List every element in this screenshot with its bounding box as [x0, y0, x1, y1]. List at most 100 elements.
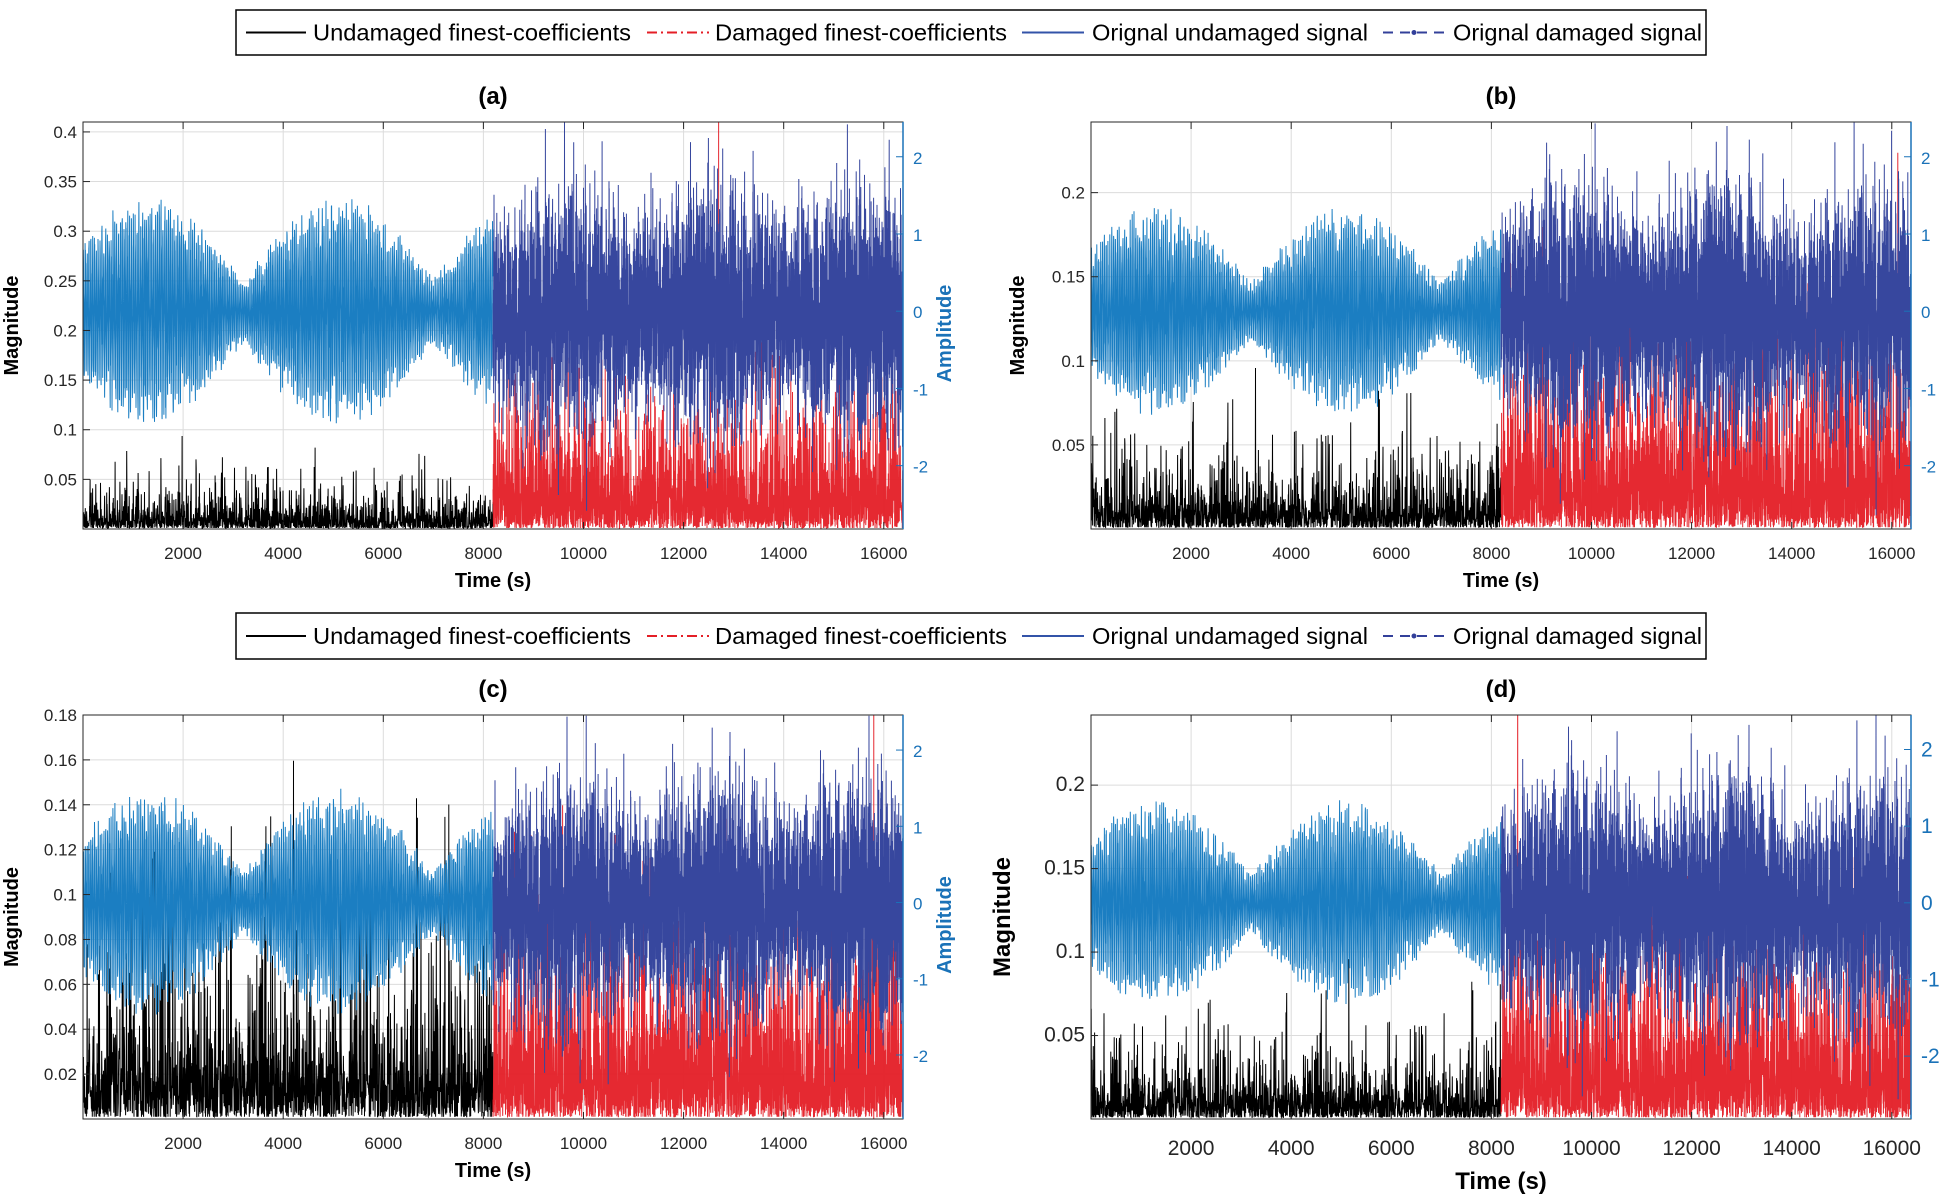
x-tick-label: 10000 — [1568, 544, 1615, 563]
legend: Undamaged finest-coefficients Damaged fin… — [235, 612, 1707, 660]
y2-axis-label: Amplitude — [934, 876, 956, 974]
x-axis-label: Time (s) — [455, 1160, 531, 1182]
y2-tick-label: -2 — [1921, 1045, 1940, 1068]
legend-box — [235, 612, 1707, 660]
x-tick-label: 6000 — [1372, 544, 1410, 563]
y-tick-label: 0.04 — [44, 1020, 77, 1039]
series-undamaged-signal — [1091, 208, 1502, 415]
legend-label-1: Undamaged finest-coefficients — [313, 623, 631, 649]
y-tick-label: 0.1 — [53, 421, 77, 440]
legend-label-3: Orignal undamaged signal — [1092, 20, 1368, 46]
y-tick-label: 0.18 — [44, 706, 77, 725]
y-axis-label: Magnitude — [989, 857, 1016, 977]
y2-tick-label: 0 — [1921, 892, 1933, 915]
series-damaged-signal — [1500, 122, 1911, 516]
legend-label-2: Damaged finest-coefficients — [715, 20, 1007, 46]
y-tick-label: 0.2 — [53, 321, 77, 340]
y-tick-label: 0.15 — [1052, 268, 1085, 287]
y-tick-label: 0.02 — [44, 1065, 77, 1084]
y-tick-label: 0.1 — [1056, 940, 1085, 963]
legend: Undamaged finest-coefficients Damaged fin… — [235, 9, 1707, 56]
x-tick-label: 2000 — [164, 544, 202, 563]
panel-a: 2000 4000 6000 8000 10000 12000 14000 16000 0.05… — [1, 83, 956, 592]
y2-tick-label: -1 — [1921, 968, 1940, 991]
x-tick-label: 14000 — [760, 1134, 807, 1153]
x-tick-label: 12000 — [1662, 1137, 1720, 1160]
x-tick-label: 16000 — [860, 1134, 907, 1153]
y2-tick-label: 2 — [1921, 149, 1930, 168]
legend-label-1: Undamaged finest-coefficients — [313, 20, 631, 46]
series-undamaged-signal — [83, 788, 494, 1015]
series-group — [1091, 122, 1911, 529]
series-damaged-coefficients — [1500, 715, 1911, 1119]
x-tick-label: 10000 — [560, 544, 607, 563]
x-tick-label: 6000 — [364, 544, 402, 563]
x-tick-label: 10000 — [1562, 1137, 1620, 1160]
y2-tick-label: 0 — [913, 895, 922, 914]
y-tick-label: 0.15 — [1044, 857, 1085, 880]
y-tick-label: 0.05 — [44, 470, 77, 489]
y2-tick-label: -2 — [1921, 458, 1936, 477]
x-tick-label: 14000 — [1762, 1137, 1820, 1160]
y-axis-label: Magnitude — [1, 867, 23, 967]
x-tick-label: 12000 — [660, 544, 707, 563]
y2-tick-label: 0 — [913, 303, 922, 322]
y-tick-label: 0.06 — [44, 975, 77, 994]
x-tick-label: 4000 — [264, 1134, 302, 1153]
y-tick-label: 0.16 — [44, 751, 77, 770]
x-axis-label: Time (s) — [455, 570, 531, 592]
x-tick-label: 2000 — [164, 1134, 202, 1153]
series-undamaged-signal — [1091, 800, 1502, 1005]
y2-tick-label: 1 — [1921, 815, 1933, 838]
x-tick-label: 8000 — [464, 544, 502, 563]
y-tick-label: 0.14 — [44, 796, 77, 815]
series-damaged-signal — [492, 122, 903, 511]
panel-d: 2000 4000 6000 8000 10000 12000 14000 16000 0.05… — [989, 676, 1940, 1195]
x-tick-label: 2000 — [1168, 1137, 1215, 1160]
x-tick-label: 6000 — [1368, 1137, 1415, 1160]
y2-tick-label: -1 — [1921, 380, 1936, 399]
x-tick-label: 12000 — [1668, 544, 1715, 563]
x-tick-label: 2000 — [1172, 544, 1210, 563]
legend-label-3: Orignal undamaged signal — [1092, 623, 1368, 649]
panel-title: (c) — [478, 676, 507, 703]
y2-axis-label: Amplitude — [934, 285, 956, 383]
series-undamaged-coefficients — [1091, 367, 1502, 529]
x-tick-label: 12000 — [660, 1134, 707, 1153]
panel-title: (a) — [478, 83, 507, 110]
x-tick-label: 16000 — [860, 544, 907, 563]
y-tick-label: 0.25 — [44, 272, 77, 291]
y2-tick-label: 1 — [913, 818, 922, 837]
x-axis-label: Time (s) — [1463, 570, 1539, 592]
y-tick-label: 0.05 — [1052, 436, 1085, 455]
x-tick-label: 14000 — [1768, 544, 1815, 563]
y2-tick-label: -2 — [913, 1047, 928, 1066]
x-tick-label: 14000 — [760, 544, 807, 563]
x-tick-label: 4000 — [1272, 544, 1310, 563]
y-tick-label: 0.2 — [1061, 184, 1085, 203]
y-tick-label: 0.05 — [1044, 1024, 1085, 1047]
y-tick-label: 0.2 — [1056, 773, 1085, 796]
y2-tick-label: -1 — [913, 380, 928, 399]
y2-tick-label: 2 — [1921, 738, 1933, 761]
panel-c: 2000 4000 6000 8000 10000 12000 14000 16000 0.02… — [1, 676, 956, 1182]
x-tick-label: 8000 — [464, 1134, 502, 1153]
x-tick-label: 4000 — [264, 544, 302, 563]
x-axis-label: Time (s) — [1455, 1168, 1547, 1195]
y-tick-label: 0.15 — [44, 371, 77, 390]
series-damaged-signal — [1500, 715, 1911, 1100]
series-undamaged-coefficients — [83, 435, 494, 529]
y-axis-label: Magnitude — [1, 276, 23, 376]
legend-marker — [1411, 30, 1417, 35]
y-tick-label: 0.35 — [44, 173, 77, 192]
series-undamaged-coefficients — [83, 760, 494, 1119]
y2-tick-label: -2 — [913, 458, 928, 477]
y-tick-label: 0.3 — [53, 222, 77, 241]
y2-tick-label: 0 — [1921, 303, 1930, 322]
y2-tick-label: 1 — [913, 226, 922, 245]
x-tick-label: 8000 — [1468, 1137, 1515, 1160]
x-tick-label: 16000 — [1863, 1137, 1921, 1160]
x-tick-label: 16000 — [1868, 544, 1915, 563]
x-tick-label: 4000 — [1268, 1137, 1315, 1160]
